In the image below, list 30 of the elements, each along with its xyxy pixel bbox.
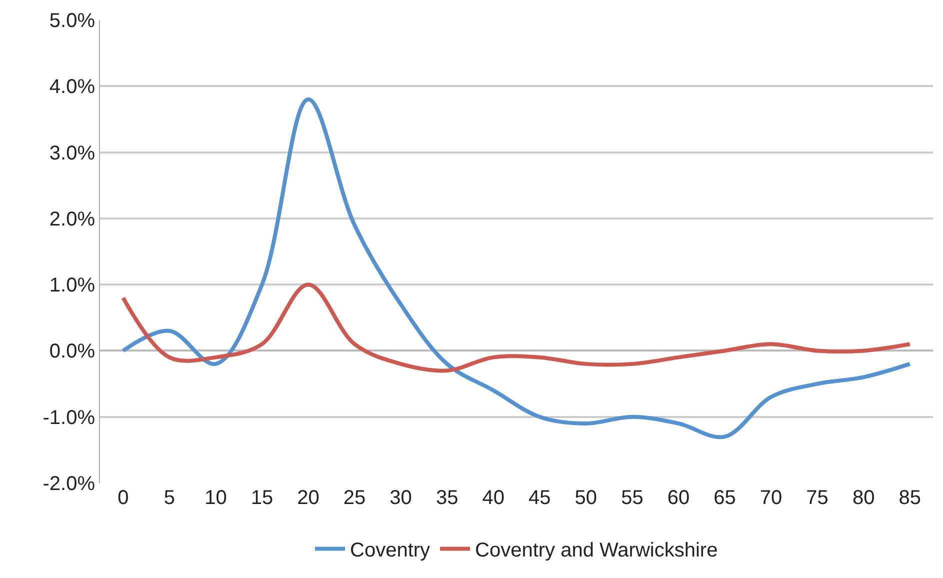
y-tick-label: 2.0% bbox=[49, 208, 96, 230]
x-tick-label: 55 bbox=[621, 487, 644, 509]
x-tick-label: 50 bbox=[574, 487, 598, 509]
x-tick-label: 25 bbox=[343, 487, 366, 509]
legend-label: Coventry bbox=[350, 540, 430, 562]
x-tick-label: 0 bbox=[118, 487, 129, 509]
y-tick-label: 3.0% bbox=[49, 142, 96, 164]
x-tick-label: 40 bbox=[482, 487, 504, 509]
x-tick-label: 5 bbox=[164, 487, 175, 509]
x-tick-label: 35 bbox=[436, 487, 458, 509]
x-tick-label: 80 bbox=[852, 487, 875, 509]
line-series bbox=[121, 97, 912, 439]
x-tick-label: 15 bbox=[250, 487, 274, 509]
x-tick-label: 85 bbox=[898, 487, 921, 509]
y-tick-label: 0.0% bbox=[49, 340, 96, 363]
x-tick-label: 20 bbox=[297, 487, 320, 509]
x-tick-label: 65 bbox=[714, 487, 736, 509]
legend-label: Coventry and Warwickshire bbox=[475, 540, 718, 562]
x-tick-label: 45 bbox=[528, 487, 551, 509]
x-tick-label: 60 bbox=[667, 487, 690, 509]
y-tick-label: 4.0% bbox=[49, 76, 96, 98]
y-tick-label: 1.0% bbox=[49, 274, 96, 297]
y-tick-label: -1.0% bbox=[42, 406, 96, 429]
x-tick-label: 30 bbox=[390, 487, 412, 509]
y-tick-label: 5.0% bbox=[49, 10, 96, 32]
y-tick-label: -2.0% bbox=[42, 473, 96, 495]
x-tick-label: 10 bbox=[204, 487, 227, 509]
x-tick-label: 70 bbox=[760, 487, 782, 509]
line-series bbox=[121, 282, 912, 373]
x-tick-label: 75 bbox=[806, 487, 828, 509]
